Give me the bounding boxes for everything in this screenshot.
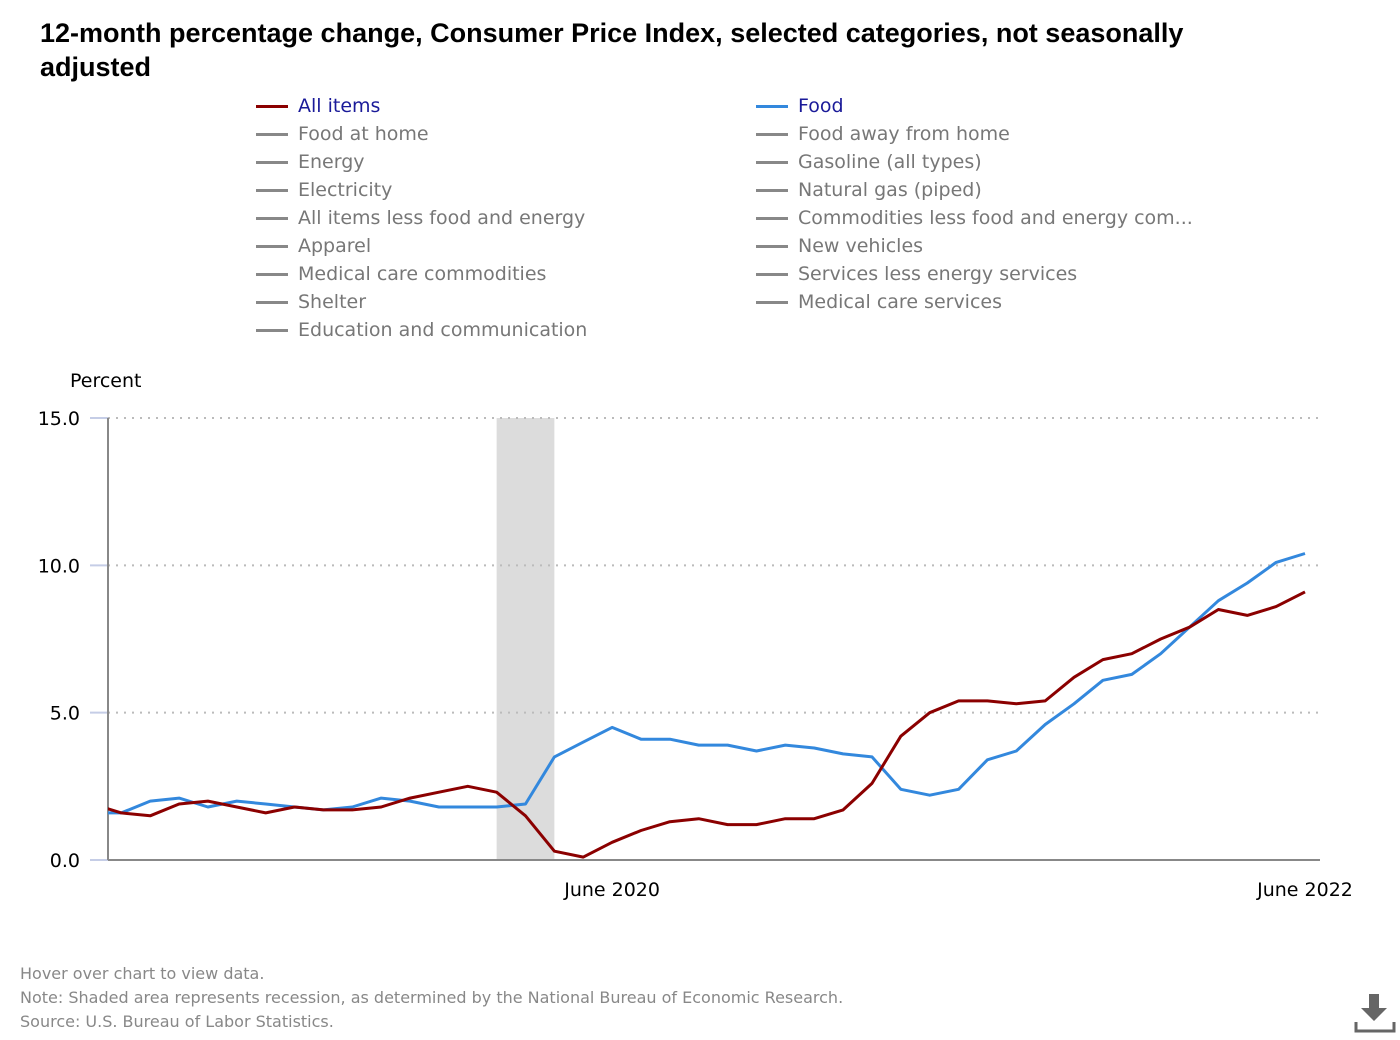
legend-swatch [756, 300, 788, 304]
legend-label: New vehicles [798, 235, 924, 257]
legend-label: Gasoline (all types) [798, 151, 982, 173]
legend-swatch [756, 104, 788, 108]
legend-swatch [256, 272, 288, 276]
chart-title: 12-month percentage change, Consumer Pri… [40, 18, 1184, 82]
legend-item[interactable]: Electricity [256, 176, 587, 204]
legend-label: Electricity [298, 179, 393, 201]
legend-swatch [756, 272, 788, 276]
legend-label: Services less energy services [798, 263, 1078, 285]
legend-label: Natural gas (piped) [798, 179, 982, 201]
legend-swatch [256, 160, 288, 164]
legend-item[interactable]: Medical care services [756, 288, 1193, 316]
x-tick-label: June 2022 [1256, 879, 1353, 901]
legend-item[interactable]: Natural gas (piped) [756, 176, 1193, 204]
legend-swatch [256, 188, 288, 192]
legend-item[interactable]: All items less food and energy [256, 204, 587, 232]
legend-item[interactable]: New vehicles [756, 232, 1193, 260]
legend-label: Education and communication [298, 319, 588, 341]
legend-item[interactable]: Food [756, 92, 1193, 120]
legend-label: Food [798, 95, 844, 117]
y-tick-label: 0.0 [50, 850, 80, 872]
legend-label: Food at home [298, 123, 429, 145]
footer: Hover over chart to view data. Note: Sha… [20, 962, 843, 1034]
legend-swatch [756, 160, 788, 164]
recession-shade [496, 418, 555, 860]
legend-column-1: All items Food at home Energy Electricity Al… [256, 92, 587, 344]
y-axis-label: Percent [70, 370, 142, 392]
legend-item[interactable]: Apparel [256, 232, 587, 260]
series-line-food [108, 552, 1306, 815]
legend-swatch [756, 132, 788, 136]
legend-item[interactable]: Education and communication [256, 316, 587, 344]
legend-swatch [756, 216, 788, 220]
legend-item[interactable]: Food at home [256, 120, 587, 148]
legend-item[interactable]: Medical care commodities [256, 260, 587, 288]
legend-label: Food away from home [798, 123, 1010, 145]
legend-item[interactable]: Energy [256, 148, 587, 176]
legend-swatch [756, 244, 788, 248]
legend-item[interactable]: All items [256, 92, 587, 120]
download-icon[interactable] [1354, 992, 1396, 1034]
recession-note: Note: Shaded area represents recession, … [20, 988, 844, 1007]
legend-label: All items [298, 95, 381, 117]
y-tick-label: 10.0 [38, 555, 80, 577]
legend-swatch [256, 104, 288, 108]
legend-label: All items less food and energy [298, 207, 586, 229]
y-tick-label: 5.0 [50, 703, 80, 725]
source-note: Source: U.S. Bureau of Labor Statistics. [20, 1012, 334, 1031]
legend-item[interactable]: Gasoline (all types) [756, 148, 1193, 176]
legend-column-2: Food Food away from home Gasoline (all typ… [756, 92, 1193, 316]
legend-swatch [256, 216, 288, 220]
legend-swatch [756, 188, 788, 192]
legend-swatch [256, 244, 288, 248]
legend-item[interactable]: Food away from home [756, 120, 1193, 148]
legend-label: Commodities less food and energy com... [798, 207, 1193, 229]
legend-swatch [256, 328, 288, 332]
legend-item[interactable]: Shelter [256, 288, 587, 316]
hover-hint: Hover over chart to view data. [20, 964, 265, 983]
legend-label: Energy [298, 151, 365, 173]
chart-plot[interactable]: Percent 0.0 5.0 10.0 15.0 June 2020 June 2022 [0, 0, 1400, 960]
legend-label: Apparel [298, 235, 372, 257]
series-line-all-items [108, 590, 1306, 859]
legend-label: Shelter [298, 291, 367, 313]
legend-swatch [256, 132, 288, 136]
x-tick-label: June 2020 [563, 879, 660, 901]
legend-item[interactable]: Commodities less food and energy com... [756, 204, 1193, 232]
legend-label: Medical care services [798, 291, 1002, 313]
legend-label: Medical care commodities [298, 263, 547, 285]
y-tick-label: 15.0 [38, 408, 80, 430]
legend-item[interactable]: Services less energy services [756, 260, 1193, 288]
legend-swatch [256, 300, 288, 304]
